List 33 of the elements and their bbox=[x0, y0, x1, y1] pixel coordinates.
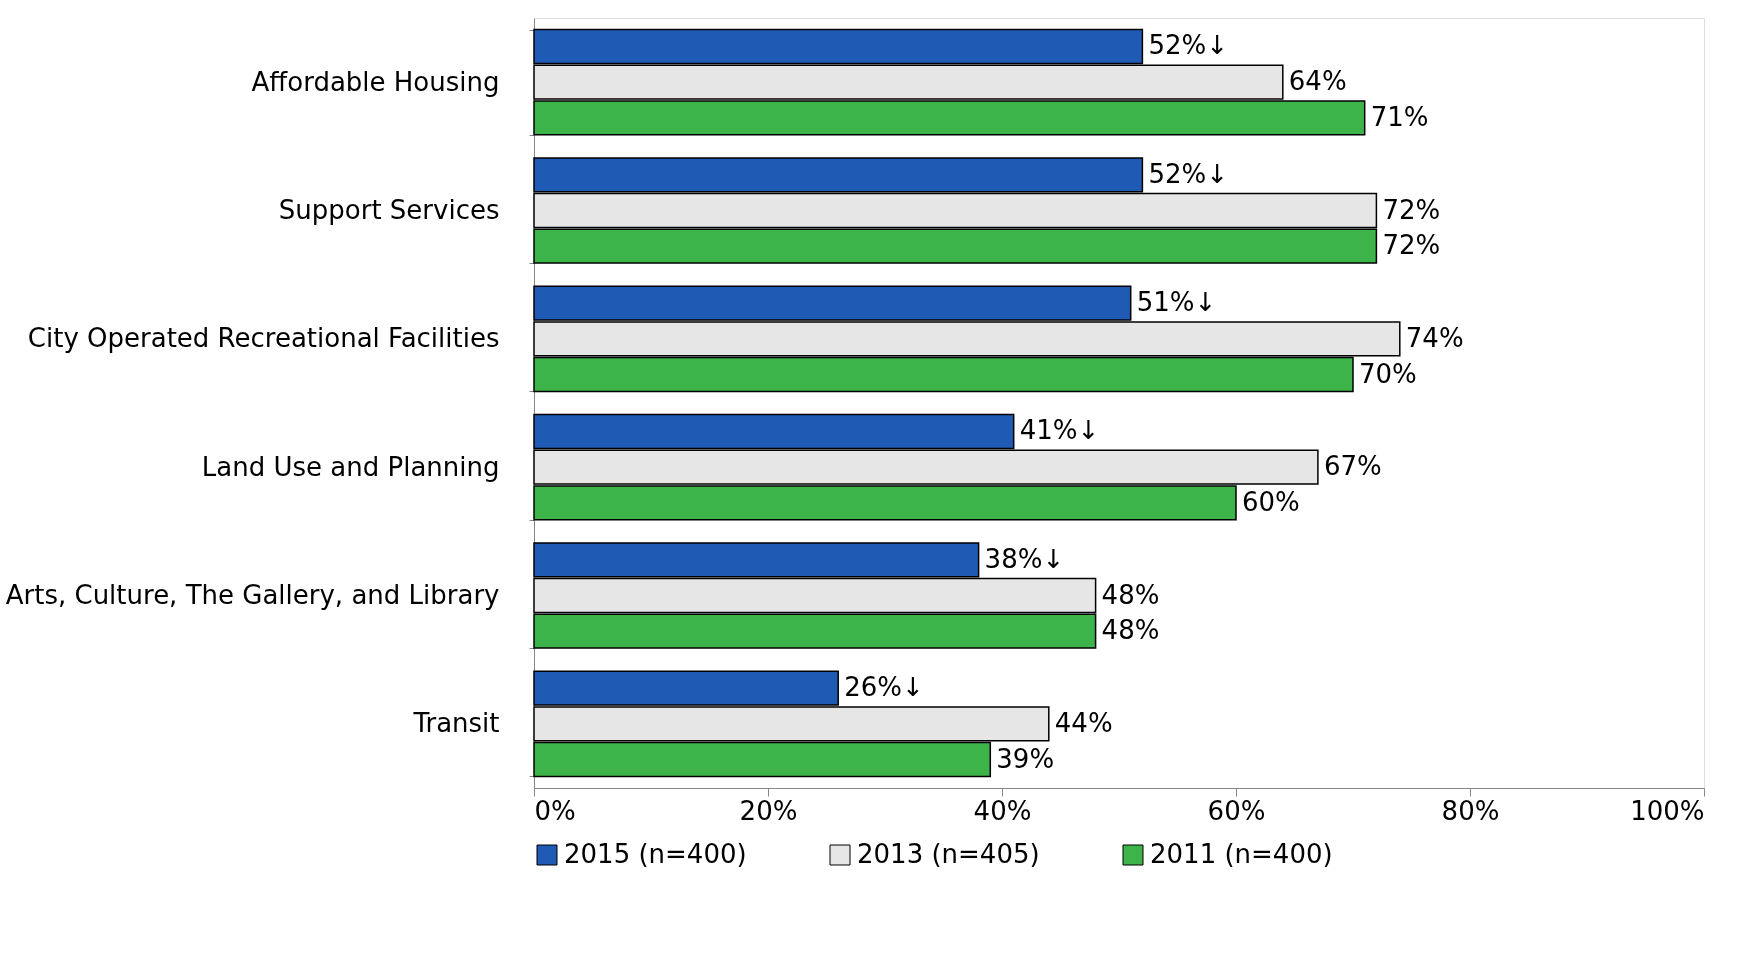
y-tick-label: Land Use and Planning bbox=[201, 451, 500, 482]
data-label: 60% bbox=[1242, 486, 1300, 517]
data-label: 72% bbox=[1382, 194, 1441, 225]
legend-label: 2011 (n=400) bbox=[1150, 839, 1333, 869]
data-label: 48% bbox=[1101, 579, 1160, 610]
y-tick-label: Arts, Culture, The Gallery, and Library bbox=[5, 580, 500, 610]
y-tick-label: Transit bbox=[412, 708, 500, 739]
x-tick-label: 20% bbox=[739, 795, 798, 826]
data-label: 38%↓ bbox=[984, 543, 1065, 574]
y-tick-label: Affordable Housing bbox=[251, 66, 500, 97]
data-label: 67% bbox=[1323, 451, 1382, 482]
legend-label: 2013 (n=405) bbox=[857, 839, 1040, 869]
y-tick-label: City Operated Recreational Facilities bbox=[27, 323, 500, 354]
data-label: 71% bbox=[1370, 101, 1429, 132]
data-label: 52%↓ bbox=[1148, 30, 1228, 61]
x-tick-label: 100% bbox=[1630, 795, 1705, 826]
data-label: 26%↓ bbox=[844, 672, 924, 703]
x-tick-label: 80% bbox=[1441, 795, 1500, 826]
data-label: 39% bbox=[996, 743, 1055, 774]
data-label: 64% bbox=[1288, 66, 1347, 97]
data-label: 74% bbox=[1405, 322, 1464, 353]
x-tick-label: 0% bbox=[534, 795, 576, 826]
data-label: 51%↓ bbox=[1136, 287, 1217, 318]
x-tick-label: 60% bbox=[1207, 795, 1266, 826]
legend-label: 2015 (n=400) bbox=[564, 839, 747, 869]
data-label: 48% bbox=[1101, 615, 1160, 646]
data-label: 72% bbox=[1382, 230, 1441, 261]
data-label: 70% bbox=[1359, 358, 1417, 389]
data-label: 44% bbox=[1054, 707, 1113, 738]
x-tick-label: 40% bbox=[973, 795, 1032, 826]
data-label: 52%↓ bbox=[1148, 158, 1228, 189]
data-label: 41%↓ bbox=[1019, 415, 1100, 446]
y-tick-label: Support Services bbox=[278, 195, 500, 225]
